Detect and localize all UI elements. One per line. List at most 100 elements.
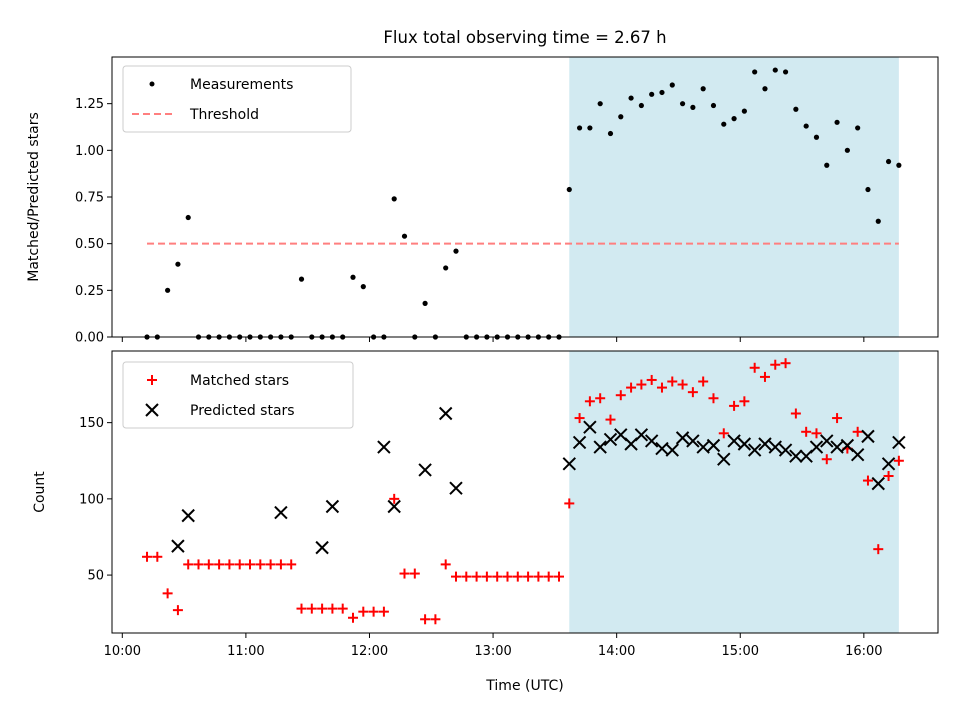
- matched-star-point: [543, 571, 554, 582]
- matched-star-point: [162, 588, 173, 599]
- legend-threshold-label: Threshold: [189, 107, 259, 123]
- count-observing-window-band: [569, 351, 899, 633]
- matched-star-point: [811, 428, 822, 439]
- predicted-star-point: [377, 440, 391, 454]
- matched-star-point: [245, 559, 256, 570]
- matched-star-point: [883, 470, 894, 481]
- x-tick-label: 13:00: [474, 644, 511, 659]
- count-y-axis-label: Count: [32, 471, 48, 513]
- predicted-star-point: [171, 539, 185, 553]
- predicted-star-point: [747, 443, 762, 457]
- ratio-y-tick-label: 0.25: [75, 284, 104, 299]
- matched-star-point: [718, 428, 729, 439]
- x-axis: 10:00 11:00 12:00 13:00 14:00 15:00 16:00: [104, 633, 883, 659]
- predicted-star-point: [861, 429, 875, 444]
- matched-star-point: [687, 387, 698, 398]
- predicted-star-point: [583, 420, 597, 434]
- count-y-tick-label: 150: [79, 416, 104, 431]
- measurement-point: [721, 121, 727, 127]
- x-tick-label: 15:00: [722, 644, 759, 659]
- matched-star-point: [739, 396, 750, 407]
- measurement-point: [391, 196, 397, 202]
- ratio-y-tick-label: 0.75: [75, 191, 104, 206]
- matched-star-point: [564, 498, 575, 509]
- predicted-star-point: [871, 476, 885, 491]
- measurement-point: [762, 86, 768, 92]
- predicted-star-point: [820, 434, 834, 448]
- measurement-point: [875, 218, 881, 224]
- measurement-point: [607, 130, 614, 137]
- measurement-point: [587, 125, 593, 131]
- matched-star-point: [492, 571, 503, 582]
- legend-matched-label: Matched stars: [190, 373, 289, 389]
- matched-star-point: [234, 559, 245, 570]
- predicted-star-point: [892, 435, 906, 450]
- matched-star-point: [481, 571, 492, 582]
- matched-star-point: [183, 559, 194, 570]
- predicted-star-point: [325, 499, 340, 514]
- predicted-star-point: [789, 449, 803, 463]
- matched-star-point: [389, 493, 400, 504]
- measurement-point: [782, 69, 789, 75]
- ratio-y-tick-label: 0.00: [75, 331, 104, 346]
- matched-star-point: [337, 603, 348, 614]
- count-y-tick-label: 50: [87, 569, 104, 584]
- chart-title: Flux total observing time = 2.67 h: [383, 28, 666, 47]
- measurement-point: [793, 106, 799, 112]
- count-y-axis: 50 100 150: [79, 416, 112, 584]
- measurement-point: [566, 186, 572, 193]
- predicted-star-point: [593, 440, 607, 454]
- ratio-y-axis: 0.00 0.25 0.50 0.75 1.00 1.25: [75, 97, 112, 346]
- matched-star-point: [893, 455, 904, 466]
- matched-star-point: [275, 559, 286, 570]
- legend-measurements-label: Measurements: [190, 77, 293, 93]
- matched-star-point: [698, 376, 709, 387]
- measurement-point: [360, 284, 366, 290]
- matched-star-point: [708, 393, 719, 404]
- measurement-point: [855, 125, 861, 131]
- matched-star-point: [821, 454, 832, 465]
- predicted-star-point: [562, 457, 576, 471]
- measurement-point: [597, 101, 603, 107]
- predicted-star-point: [418, 463, 432, 477]
- measurement-point: [350, 274, 356, 280]
- matched-star-point: [317, 603, 328, 614]
- matched-star-point: [358, 606, 369, 617]
- measurement-point: [618, 114, 624, 120]
- matched-star-point: [873, 544, 884, 555]
- matched-star-point: [749, 362, 760, 373]
- matched-star-point: [152, 551, 163, 562]
- measurement-point: [649, 91, 655, 97]
- predicted-star-point: [727, 434, 741, 448]
- predicted-star-point: [881, 457, 896, 471]
- ratio-y-tick-label: 1.25: [75, 97, 104, 112]
- measurement-point: [638, 102, 644, 109]
- matched-star-point: [667, 376, 678, 387]
- matched-star-point: [430, 614, 441, 625]
- measurement-point: [700, 86, 706, 92]
- ratio-y-tick-label: 1.00: [75, 144, 104, 159]
- matched-star-point: [502, 571, 513, 582]
- matched-star-point: [265, 559, 276, 570]
- matched-star-point: [862, 475, 873, 486]
- count-legend-frame: [122, 361, 354, 429]
- x-tick-label: 14:00: [598, 644, 635, 659]
- predicted-star-point: [758, 437, 772, 451]
- matched-stars-series: [142, 358, 904, 625]
- matched-star-point: [224, 559, 235, 570]
- matched-star-point: [615, 390, 626, 401]
- matched-star-point: [553, 571, 564, 582]
- measurement-point: [896, 162, 902, 168]
- matched-star-point: [759, 371, 770, 382]
- legend-measurements-marker: [149, 81, 155, 87]
- matched-star-point: [203, 559, 214, 570]
- matched-star-point: [327, 603, 338, 614]
- matched-star-point: [378, 606, 389, 617]
- predicted-star-point: [686, 434, 700, 448]
- predicted-star-point: [706, 438, 721, 453]
- matched-star-point: [306, 603, 317, 614]
- measurement-point: [401, 233, 408, 239]
- predicted-star-point: [768, 440, 782, 454]
- measurement-point: [165, 287, 171, 293]
